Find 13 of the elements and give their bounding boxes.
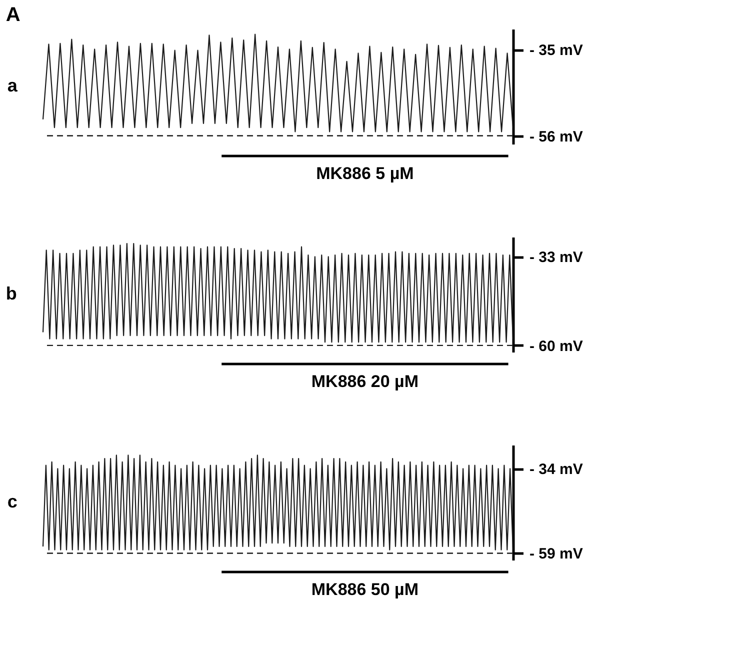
y-tick-label: - 60 mV	[530, 338, 583, 355]
text: MK886 50 µM	[311, 580, 419, 599]
text: MK886 5 µM	[316, 164, 414, 183]
y-tick-label: - 33 mV	[530, 249, 583, 266]
y-tick-label: - 35 mV	[530, 42, 583, 60]
y-tick-label: - 34 mV	[530, 461, 583, 478]
text: c	[7, 492, 18, 512]
y-tick-label: - 56 mV	[530, 128, 583, 146]
text: a	[7, 76, 18, 96]
chart-subtitle: A	[6, 4, 20, 26]
text: b	[6, 284, 17, 304]
y-tick-label: - 59 mV	[530, 546, 583, 563]
text: MK886 20 µM	[311, 372, 419, 391]
